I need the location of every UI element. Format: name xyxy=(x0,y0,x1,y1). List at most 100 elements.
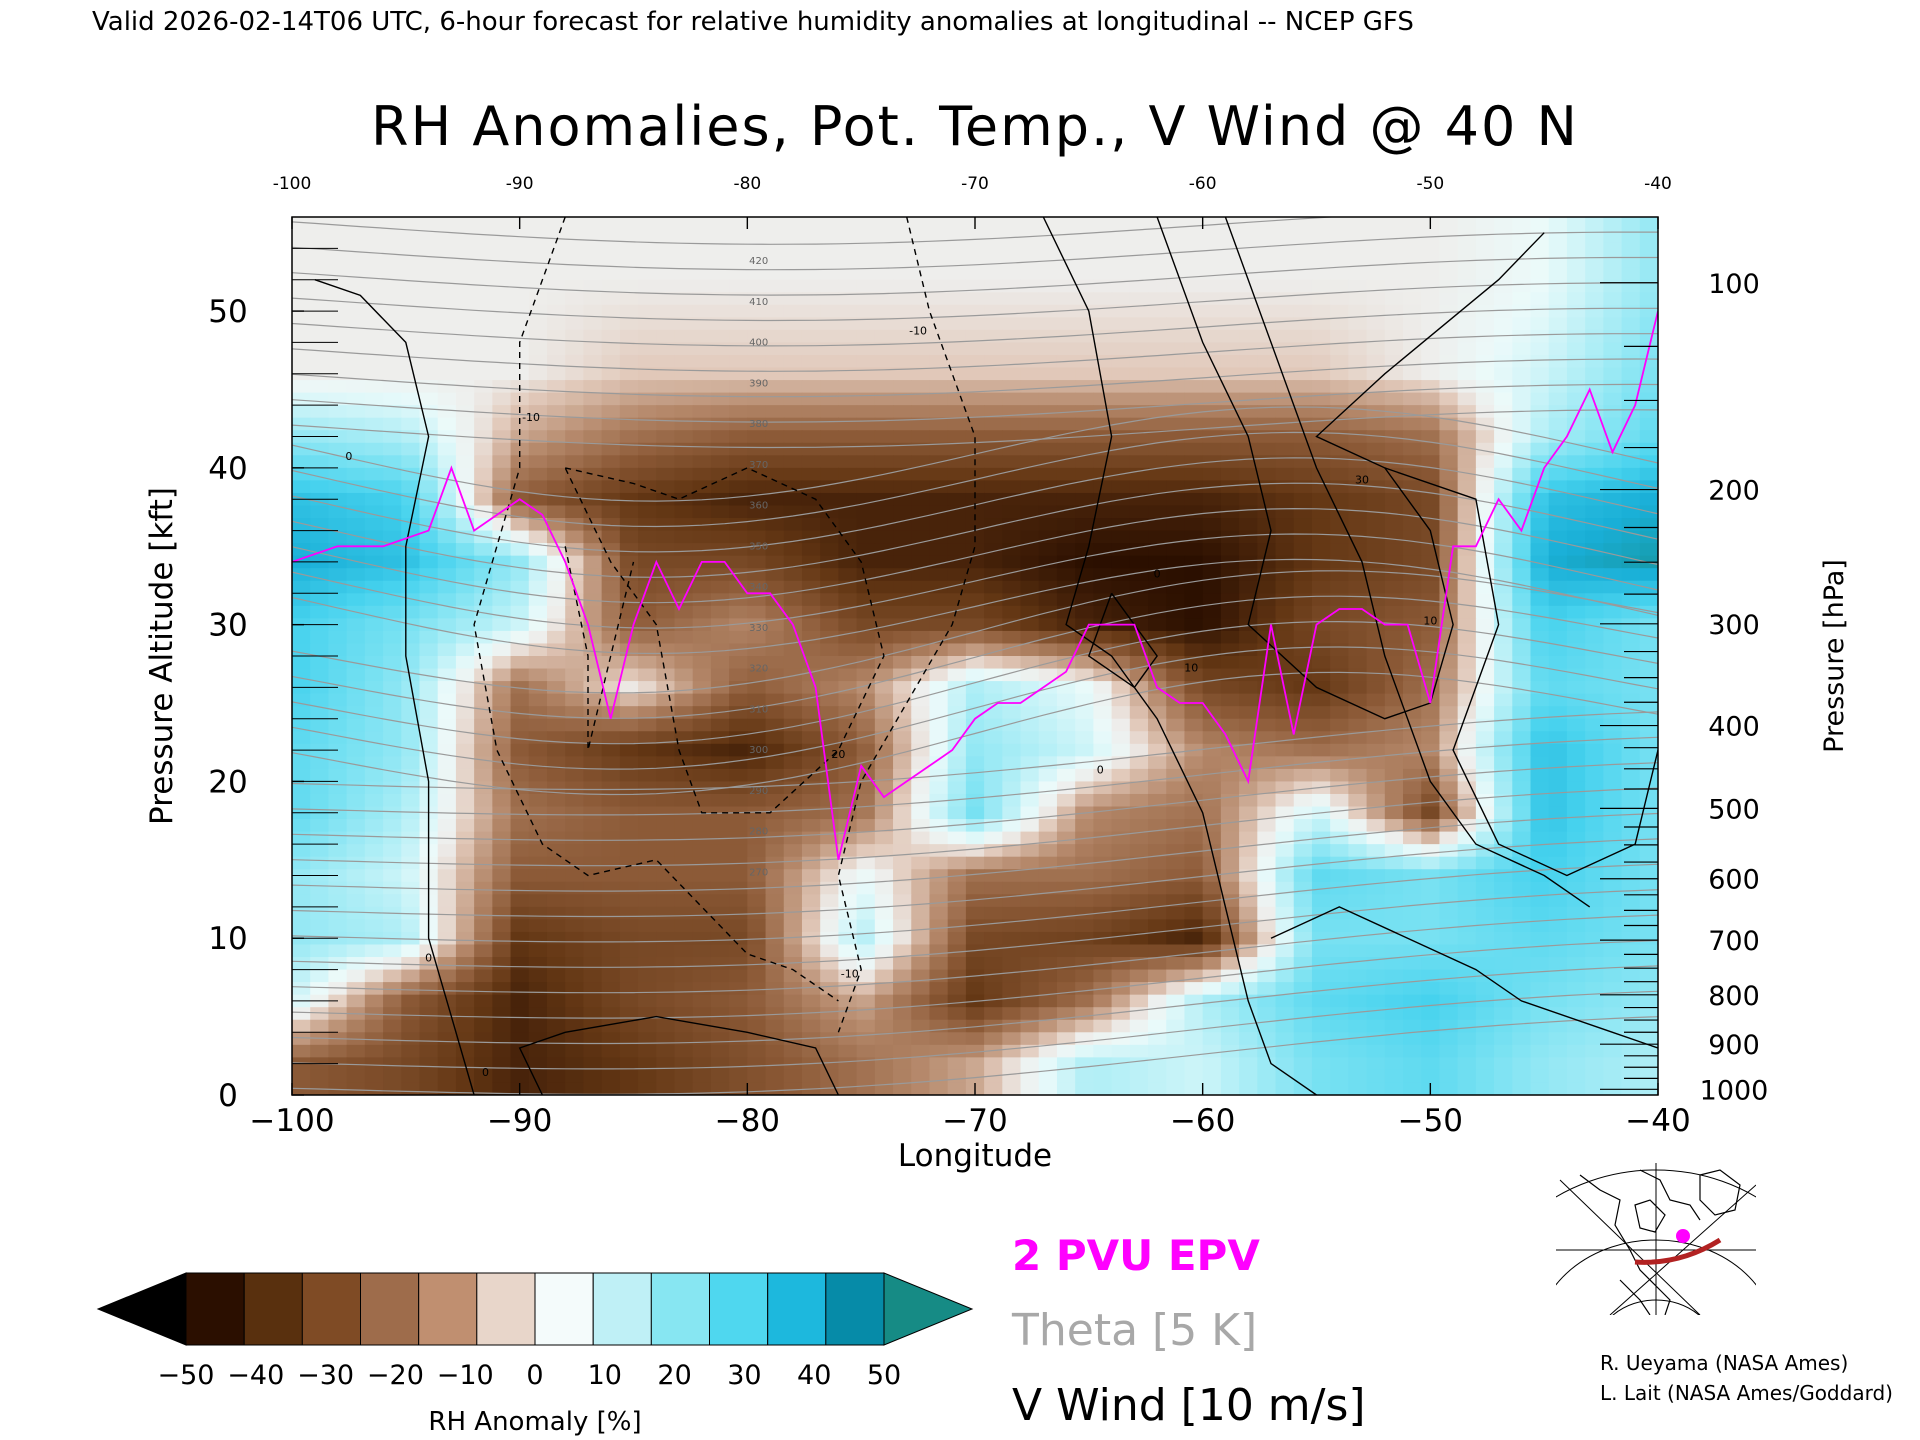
heatmap-cell xyxy=(455,994,475,1008)
heatmap-cell xyxy=(1293,906,1313,920)
heatmap-cell xyxy=(455,292,475,306)
heatmap-cell xyxy=(1166,944,1186,958)
heatmap-cell xyxy=(1421,380,1441,394)
heatmap-cell xyxy=(1038,957,1058,971)
heatmap-cell xyxy=(1275,568,1295,582)
heatmap-cell xyxy=(383,643,402,657)
heatmap-cell xyxy=(437,543,457,557)
heatmap-cell xyxy=(1038,819,1058,833)
heatmap-cell xyxy=(911,242,931,256)
heatmap-cell xyxy=(565,856,585,870)
heatmap-cell xyxy=(346,543,366,557)
heatmap-cell xyxy=(1311,881,1331,895)
heatmap-cell xyxy=(1585,455,1604,469)
heatmap-cell xyxy=(729,229,748,243)
heatmap-cell xyxy=(1075,580,1094,594)
heatmap-cell xyxy=(692,329,712,344)
heatmap-cell xyxy=(1585,605,1604,619)
heatmap-cell xyxy=(1148,806,1167,820)
heatmap-cell xyxy=(656,806,676,820)
heatmap-cell xyxy=(510,706,530,720)
heatmap-cell xyxy=(1075,217,1094,231)
heatmap-cell xyxy=(565,931,585,946)
heatmap-cell xyxy=(1239,580,1258,594)
heatmap-cell xyxy=(1366,317,1386,331)
heatmap-cell xyxy=(1330,430,1349,444)
heatmap-cell xyxy=(729,304,748,318)
heatmap-cell xyxy=(947,806,967,820)
heatmap-cell xyxy=(328,505,348,519)
heatmap-cell xyxy=(1220,455,1240,469)
heatmap-cell xyxy=(893,994,912,1008)
heatmap-cell xyxy=(1439,1032,1459,1046)
heatmap-cell xyxy=(528,894,548,908)
heatmap-cell xyxy=(747,969,767,983)
heatmap-cell xyxy=(1148,693,1167,707)
heatmap-cell xyxy=(692,530,712,544)
heatmap-cell xyxy=(1257,329,1277,344)
heatmap-cell xyxy=(1384,267,1404,281)
heatmap-cell xyxy=(455,329,475,344)
heatmap-cell xyxy=(747,217,767,231)
heatmap-cell xyxy=(437,957,457,971)
heatmap-cell xyxy=(565,555,585,569)
heatmap-cell xyxy=(1129,681,1149,695)
heatmap-cell xyxy=(437,1032,457,1046)
heatmap-cell xyxy=(1603,681,1623,695)
heatmap-cell xyxy=(601,217,621,231)
heatmap-cell xyxy=(419,492,439,507)
heatmap-cell xyxy=(455,731,475,745)
heatmap-cell xyxy=(619,317,639,331)
heatmap-cell xyxy=(528,455,548,469)
heatmap-cell xyxy=(1621,881,1641,895)
heatmap-cell xyxy=(1421,718,1441,732)
heatmap-cell xyxy=(1439,530,1459,544)
heatmap-cell xyxy=(1002,630,1022,645)
heatmap-cell xyxy=(747,693,767,707)
heatmap-cell xyxy=(984,1007,1003,1021)
heatmap-cell xyxy=(692,392,712,406)
heatmap-cell xyxy=(1585,1007,1604,1021)
heatmap-cell xyxy=(1439,304,1459,318)
heatmap-cell xyxy=(474,881,493,895)
heatmap-cell xyxy=(1585,267,1604,281)
heatmap-cell xyxy=(1366,756,1386,770)
heatmap-cell xyxy=(1093,605,1113,619)
heatmap-cell xyxy=(1348,681,1368,695)
heatmap-cell xyxy=(820,919,839,933)
heatmap-cell xyxy=(1530,367,1550,381)
heatmap-cell xyxy=(1148,467,1167,481)
heatmap-cell xyxy=(401,919,421,933)
heatmap-cell xyxy=(1220,492,1240,507)
heatmap-cell xyxy=(1366,367,1386,381)
heatmap-cell xyxy=(1603,367,1623,381)
heatmap-cell xyxy=(1621,768,1641,783)
heatmap-cell xyxy=(729,530,748,544)
heatmap-cell xyxy=(1548,969,1568,983)
heatmap-cell xyxy=(710,254,730,268)
heatmap-cell xyxy=(1639,969,1658,983)
heatmap-cell xyxy=(1311,593,1331,607)
heatmap-cell xyxy=(1348,731,1368,745)
heatmap-cell xyxy=(1403,969,1422,983)
heatmap-cell xyxy=(1184,894,1204,908)
heatmap-cell xyxy=(510,329,530,344)
heatmap-cell xyxy=(1330,480,1349,494)
heatmap-cell xyxy=(1566,392,1586,406)
heatmap-cell xyxy=(1056,731,1076,745)
heatmap-cell xyxy=(638,994,657,1008)
heatmap-cell xyxy=(747,405,767,419)
heatmap-cell xyxy=(328,844,348,858)
heatmap-cell xyxy=(838,718,858,732)
heatmap-cell xyxy=(1439,656,1459,670)
heatmap-cell xyxy=(1330,743,1349,757)
heatmap-cell xyxy=(1020,455,1040,469)
heatmap-cell xyxy=(656,693,676,707)
heatmap-cell xyxy=(1330,580,1349,594)
heatmap-cell xyxy=(965,254,985,268)
heatmap-cell xyxy=(1566,693,1586,707)
heatmap-cell xyxy=(1129,856,1149,870)
heatmap-cell xyxy=(710,856,730,870)
heatmap-cell xyxy=(510,568,530,582)
heatmap-cell xyxy=(984,630,1003,645)
